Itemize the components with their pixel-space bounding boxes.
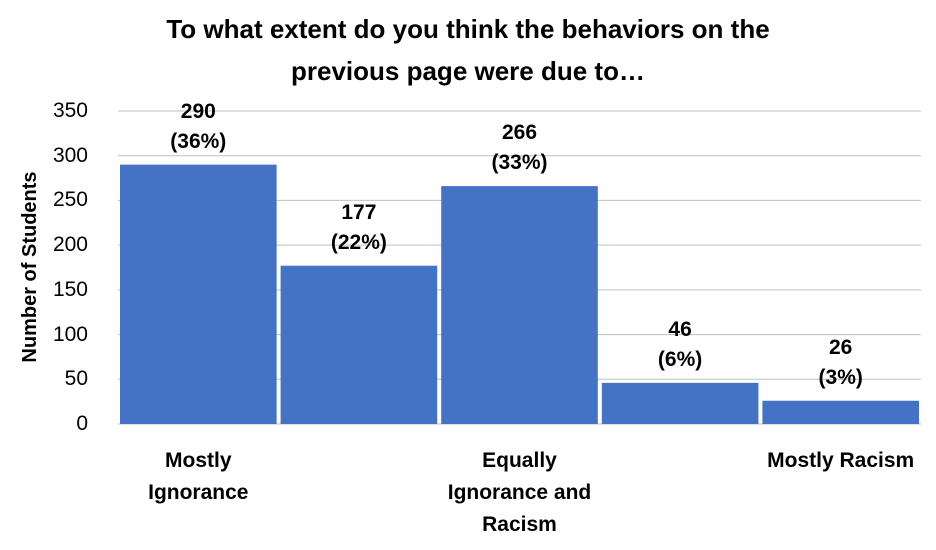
x-tick-label: Mostly Racism <box>767 449 915 472</box>
y-tick-label: 350 <box>52 99 88 122</box>
y-tick-label: 0 <box>76 412 88 435</box>
y-tick-label: 250 <box>52 188 88 212</box>
x-tick-label: Mostly Ignorance <box>148 449 249 504</box>
bar <box>441 186 598 424</box>
x-tick-label: Equally Ignorance and Racism <box>447 449 592 536</box>
y-tick-label: 200 <box>52 233 88 257</box>
bar <box>280 265 438 424</box>
value-label: 290 (36%) <box>170 99 227 153</box>
y-tick-label: 50 <box>64 367 88 391</box>
bar <box>762 400 919 424</box>
bar <box>601 382 759 424</box>
y-tick-label: 150 <box>52 277 88 301</box>
bar <box>120 164 277 424</box>
y-tick-label: 300 <box>52 143 88 167</box>
value-label: 266 (33%) <box>491 121 548 175</box>
value-label: 26 (3%) <box>818 335 863 389</box>
value-label: 177 (22%) <box>330 200 387 254</box>
y-tick-label: 100 <box>52 322 88 346</box>
value-label: 46 (6%) <box>657 317 703 371</box>
chart-title: To what extent do you think the behavior… <box>166 14 770 86</box>
